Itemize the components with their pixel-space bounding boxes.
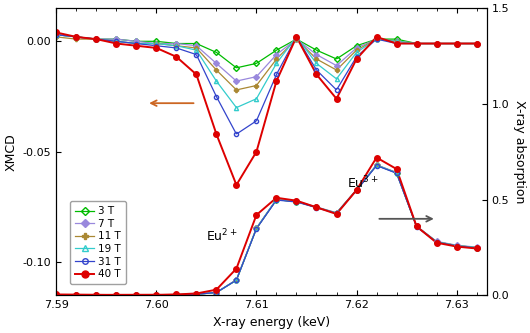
Legend: 3 T, 7 T, 11 T, 19 T, 31 T, 40 T: 3 T, 7 T, 11 T, 19 T, 31 T, 40 T	[70, 201, 126, 284]
Text: Eu$^{3+}$: Eu$^{3+}$	[347, 174, 378, 191]
Text: Eu$^{2+}$: Eu$^{2+}$	[206, 228, 238, 245]
X-axis label: X-ray energy (keV): X-ray energy (keV)	[213, 316, 330, 329]
Y-axis label: XMCD: XMCD	[4, 133, 17, 171]
Y-axis label: X-ray absorption: X-ray absorption	[513, 100, 526, 203]
